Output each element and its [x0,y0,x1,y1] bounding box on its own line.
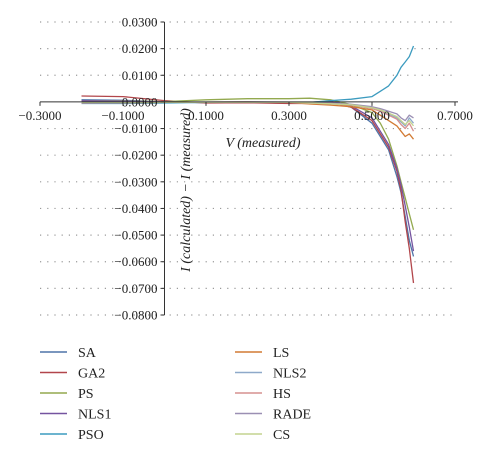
legend-label: SA [78,346,97,361]
legend-label: PS [78,387,94,402]
legend-item-ls: LS [235,346,289,361]
legend-label: GA2 [78,367,105,382]
legend-item-ga2: GA2 [40,367,105,382]
legend-label: NLS2 [273,367,306,382]
y-tick-label: −0.0700 [114,281,157,296]
y-tick-label: 0.0100 [122,68,158,83]
legend-item-nls2: NLS2 [235,367,306,382]
grid-lines [40,21,455,316]
x-tick-label: 0.3000 [271,108,307,123]
y-tick-label: 0.0300 [122,15,158,30]
y-tick-label: −0.0200 [114,148,157,163]
legend-item-nls1: NLS1 [40,408,111,423]
legend-label: LS [273,346,289,361]
legend-label: RADE [273,408,311,423]
y-tick-label: −0.0300 [114,174,157,189]
legend-item-pso: PSO [40,428,104,443]
axes [40,22,458,315]
legend-label: CS [273,428,290,443]
y-tick-label: −0.0400 [114,201,157,216]
y-axis-title: I (calculated) − I (measured) [179,108,194,273]
legend-label: PSO [78,428,104,443]
y-tick-label: −0.0600 [114,254,157,269]
x-tick-label: −0.3000 [18,108,61,123]
y-tick-label: −0.0100 [114,121,157,136]
y-tick-label: 0.0200 [122,41,158,56]
legend-item-cs: CS [235,428,290,443]
y-tick-label: −0.0800 [114,308,157,323]
legend: SA GA2 PS NLS1 PSO LS NLS2 HS RADE CS [40,346,311,443]
tick-labels: 0.0300 0.0200 0.0100 0.0000 −0.0100 −0.0200 −0… [18,15,472,323]
legend-item-hs: HS [235,387,291,402]
legend-item-ps: PS [40,387,94,402]
x-axis-title: V (measured) [225,136,300,151]
legend-item-rade: RADE [235,408,311,423]
legend-label: HS [273,387,291,402]
legend-label: NLS1 [78,408,111,423]
x-tick-label: 0.1000 [188,108,224,123]
x-tick-label: −0.1000 [101,108,144,123]
legend-item-sa: SA [40,346,97,361]
x-tick-label: 0.5000 [354,108,390,123]
y-tick-label: 0.0000 [122,94,158,109]
x-tick-label: 0.7000 [437,108,473,123]
y-tick-label: −0.0500 [114,228,157,243]
